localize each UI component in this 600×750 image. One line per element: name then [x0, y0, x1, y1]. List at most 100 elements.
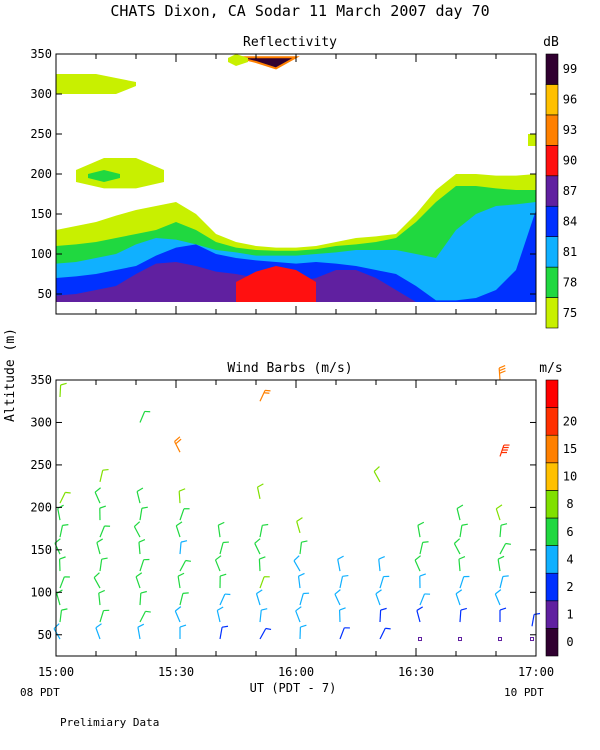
wind-barb	[174, 436, 182, 453]
wind-barb	[419, 541, 429, 555]
wind-colorbar-swatch	[545, 517, 559, 546]
wind-barb	[138, 539, 146, 555]
wind-barb	[59, 382, 67, 398]
reflectivity-panel: Reflectivity 50 100 150 200 250 300 350 75 78 81…	[30, 35, 577, 329]
reflectivity-contour-99	[235, 56, 300, 70]
wind-barb	[179, 540, 188, 555]
refl-colorbar-label: 99	[563, 62, 577, 76]
wind-colorbar-label: 10	[563, 470, 577, 484]
start-local-time: 08 PDT	[20, 686, 60, 699]
wind-barb	[219, 593, 231, 606]
wind-barb	[459, 523, 468, 538]
wind-barb	[59, 491, 71, 504]
wind-barb	[378, 555, 385, 572]
wind-barb	[139, 590, 147, 606]
wind-xtick-label: 16:00	[278, 665, 314, 679]
wind-ytick-label: 200	[30, 500, 52, 514]
reflectivity-contour-90	[236, 266, 316, 302]
wind-barb	[59, 524, 69, 538]
wind-barb	[419, 593, 431, 606]
wind-barb	[139, 410, 151, 423]
wind-barb	[494, 589, 502, 606]
refl-ytick-label: 350	[30, 47, 52, 61]
wind-barb	[139, 610, 151, 623]
wind-barb	[458, 637, 462, 642]
wind-colorbar-label: 2	[566, 580, 573, 594]
wind-xtick-label: 16:30	[398, 665, 434, 679]
wind-colorbar-label: 4	[566, 552, 573, 566]
end-local-time: 10 PDT	[504, 686, 544, 699]
wind-barb	[339, 627, 350, 640]
reflectivity-patch-75	[56, 74, 136, 94]
wind-barb	[339, 574, 349, 589]
wind-barb	[53, 623, 61, 640]
wind-colorbar-swatch	[545, 600, 559, 629]
refl-ytick-label: 150	[30, 207, 52, 221]
refl-colorbar-label: 87	[563, 184, 577, 198]
wind-ytick-label: 100	[30, 585, 52, 599]
wind-barb	[98, 589, 105, 606]
refl-ytick-label: 250	[30, 127, 52, 141]
wind-barb	[256, 483, 264, 500]
refl-colorbar-swatch	[545, 84, 559, 116]
wind-barb	[99, 557, 108, 572]
wind-colorbar-label: 6	[566, 525, 573, 539]
wind-colorbar-swatch	[545, 572, 559, 602]
wind-barb	[459, 575, 470, 589]
wind-barb	[458, 556, 466, 572]
y-axis-label: Altitude (m)	[3, 328, 18, 422]
wind-barb	[459, 607, 467, 623]
wind-colorbar-swatch	[545, 490, 559, 519]
wind-barb	[416, 606, 424, 623]
wind-barb	[373, 466, 381, 483]
wind-barb	[59, 608, 68, 623]
wind-colorbar-label: 1	[566, 608, 573, 622]
wind-barb	[179, 559, 192, 572]
reflectivity-patch-75	[76, 158, 164, 189]
refl-colorbar-label: 93	[563, 123, 577, 137]
wind-barb	[497, 555, 505, 572]
wind-ytick-label: 350	[30, 373, 52, 387]
refl-colorbar-label: 90	[563, 154, 577, 168]
wind-barb	[255, 589, 263, 606]
reflectivity-colorbar-unit: dB	[543, 35, 559, 50]
wind-barb	[137, 623, 145, 640]
wind-barb	[419, 573, 426, 589]
wind-colorbar-swatch	[545, 434, 559, 464]
wind-barb	[531, 612, 541, 627]
wind-barb	[379, 607, 387, 623]
wind-barb	[95, 623, 102, 640]
wind-colorbar-swatch	[545, 462, 559, 491]
wind-barb	[299, 592, 310, 606]
wind-barb	[175, 521, 183, 538]
refl-ytick-label: 50	[38, 287, 52, 301]
wind-colorbar-label: 20	[563, 414, 577, 428]
wind-barb	[135, 572, 143, 589]
wind-barb	[254, 538, 261, 555]
wind-barb	[178, 488, 186, 504]
wind-barb	[214, 555, 222, 572]
wind-barb	[258, 556, 266, 572]
wind-barb	[99, 525, 111, 538]
wind-barb	[259, 523, 269, 538]
wind-barb	[219, 625, 229, 640]
wind-barb	[338, 607, 346, 623]
wind-barb	[499, 444, 510, 457]
wind-colorbar-label: 8	[566, 497, 573, 511]
wind-barb	[455, 589, 463, 606]
refl-ytick-label: 300	[30, 87, 52, 101]
wind-y-axis: 50 100 150 200 250 300 350	[30, 373, 536, 642]
refl-colorbar-swatch	[545, 53, 559, 85]
refl-colorbar-swatch	[545, 114, 559, 146]
wind-ytick-label: 150	[30, 543, 52, 557]
wind-colorbar: 0 1 2 4 6 8 10 15 20	[545, 379, 577, 657]
wind-barb	[259, 627, 272, 640]
reflectivity-patch-75	[528, 134, 536, 146]
reflectivity-frame	[55, 53, 537, 315]
wind-barb	[179, 624, 187, 640]
wind-barb	[299, 540, 308, 555]
figure-title: CHATS Dixon, CA Sodar 11 March 2007 day …	[110, 2, 489, 20]
wind-barb	[498, 637, 502, 642]
reflectivity-plot	[56, 54, 536, 302]
wind-barb	[96, 538, 104, 555]
